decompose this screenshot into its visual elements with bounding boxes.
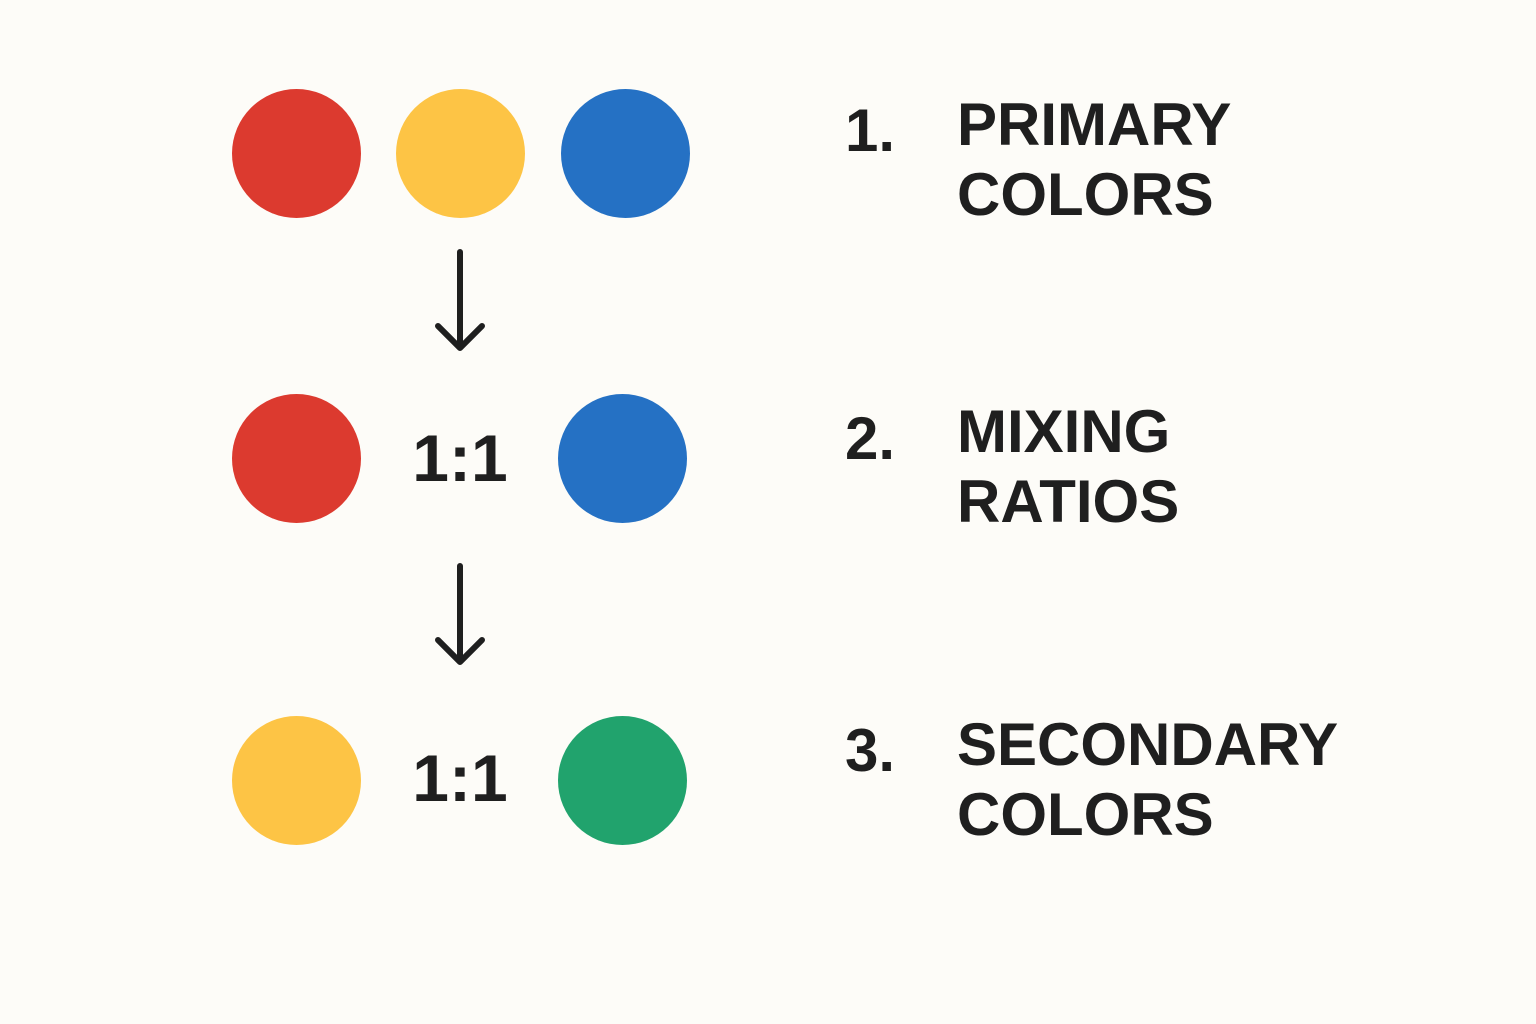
- mixing-ratio: 1:1: [412, 741, 508, 815]
- label-line: PRIMARY: [957, 91, 1232, 158]
- blue-circle: [561, 89, 690, 218]
- step-number: 2.: [845, 405, 896, 472]
- red-circle: [232, 394, 361, 523]
- step-label: MIXING RATIOS: [957, 397, 1179, 537]
- mixing-ratio: 1:1: [412, 421, 508, 495]
- yellow-circle: [396, 89, 525, 218]
- step-number: 3.: [845, 717, 896, 784]
- green-circle: [558, 716, 687, 845]
- yellow-circle: [232, 716, 361, 845]
- arrow-down-icon: [435, 249, 485, 351]
- step-number: 1.: [845, 97, 896, 164]
- label-line: COLORS: [957, 161, 1214, 228]
- label-line: SECONDARY: [957, 711, 1339, 778]
- blue-circle: [558, 394, 687, 523]
- arrow-down-icon: [435, 563, 485, 665]
- label-line: MIXING: [957, 398, 1171, 465]
- label-line: RATIOS: [957, 468, 1180, 535]
- step-label: PRIMARY COLORS: [957, 90, 1231, 230]
- step-label: SECONDARY COLORS: [957, 710, 1338, 850]
- label-line: COLORS: [957, 781, 1214, 848]
- red-circle: [232, 89, 361, 218]
